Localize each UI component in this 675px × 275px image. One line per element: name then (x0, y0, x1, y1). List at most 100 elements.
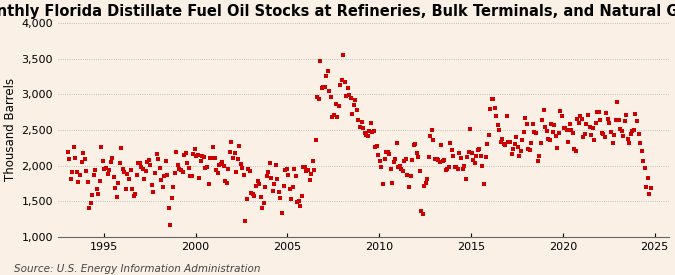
Point (256, 206, 267, 210)
Point (95, 178, 105, 183)
Point (538, 108, 549, 113)
Point (73, 180, 84, 184)
Point (249, 193, 260, 198)
Point (377, 182, 388, 186)
Point (214, 163, 225, 167)
Point (561, 127, 572, 132)
Point (408, 143, 419, 147)
Point (323, 69, 333, 73)
Point (319, 85, 330, 89)
Point (509, 142, 520, 146)
Point (65, 177, 76, 181)
Point (252, 179, 263, 183)
Point (370, 145, 381, 150)
Point (599, 134, 610, 139)
Point (302, 168, 313, 172)
Point (317, 86, 327, 90)
Point (272, 177, 283, 181)
Point (477, 164, 488, 169)
Point (226, 140, 237, 144)
Point (308, 167, 319, 172)
Point (294, 198, 304, 203)
Point (508, 147, 518, 152)
Point (119, 170, 130, 174)
Point (505, 140, 516, 144)
Point (243, 167, 254, 171)
Point (267, 189, 278, 194)
Point (136, 165, 146, 169)
Point (457, 167, 468, 171)
Point (555, 109, 566, 113)
Point (324, 89, 335, 93)
Point (448, 154, 459, 158)
Point (114, 161, 125, 166)
Point (279, 167, 290, 172)
Point (532, 158, 543, 163)
Point (583, 113, 593, 118)
Point (288, 185, 298, 189)
Point (613, 118, 624, 122)
Point (192, 153, 203, 157)
Point (348, 103, 359, 107)
Point (329, 113, 340, 118)
Point (254, 182, 265, 186)
Point (234, 144, 244, 148)
Point (632, 119, 643, 123)
Point (569, 147, 580, 151)
Point (634, 141, 645, 145)
Point (528, 122, 539, 127)
Point (198, 155, 209, 159)
Point (240, 219, 250, 223)
Point (277, 211, 288, 215)
Point (469, 161, 480, 166)
Point (485, 107, 495, 111)
Point (529, 130, 540, 134)
Point (93, 191, 104, 196)
Point (371, 144, 382, 148)
Point (248, 191, 259, 196)
Point (431, 156, 442, 161)
Point (442, 167, 453, 171)
Point (500, 143, 511, 147)
Point (365, 120, 376, 125)
Point (534, 154, 545, 159)
Point (572, 116, 583, 121)
Point (211, 167, 221, 172)
Point (85, 201, 96, 205)
Point (598, 132, 609, 137)
Point (518, 130, 529, 134)
Point (575, 114, 586, 119)
Point (385, 167, 396, 171)
Point (300, 165, 310, 169)
Point (498, 141, 509, 146)
Point (543, 137, 554, 141)
Point (396, 167, 407, 171)
Point (173, 163, 184, 167)
Point (107, 156, 117, 160)
Point (402, 172, 413, 177)
Point (603, 117, 614, 121)
Point (84, 205, 95, 210)
Point (78, 150, 88, 155)
Point (413, 155, 424, 159)
Point (376, 164, 387, 169)
Point (576, 117, 587, 121)
Point (353, 118, 364, 122)
Point (541, 129, 552, 133)
Point (338, 53, 348, 57)
Point (278, 184, 289, 189)
Point (313, 97, 324, 101)
Point (215, 161, 226, 166)
Point (604, 120, 615, 125)
Title: Monthly Florida Distillate Fuel Oil Stocks at Refineries, Bulk Terminals, and Na: Monthly Florida Distillate Fuel Oil Stoc… (0, 4, 675, 19)
Point (342, 86, 353, 90)
Point (462, 155, 472, 160)
Point (592, 110, 603, 114)
Point (127, 186, 138, 191)
Point (88, 172, 99, 177)
Point (626, 131, 637, 136)
Point (162, 172, 173, 177)
Point (486, 97, 497, 101)
Point (628, 127, 639, 132)
Point (454, 150, 465, 155)
